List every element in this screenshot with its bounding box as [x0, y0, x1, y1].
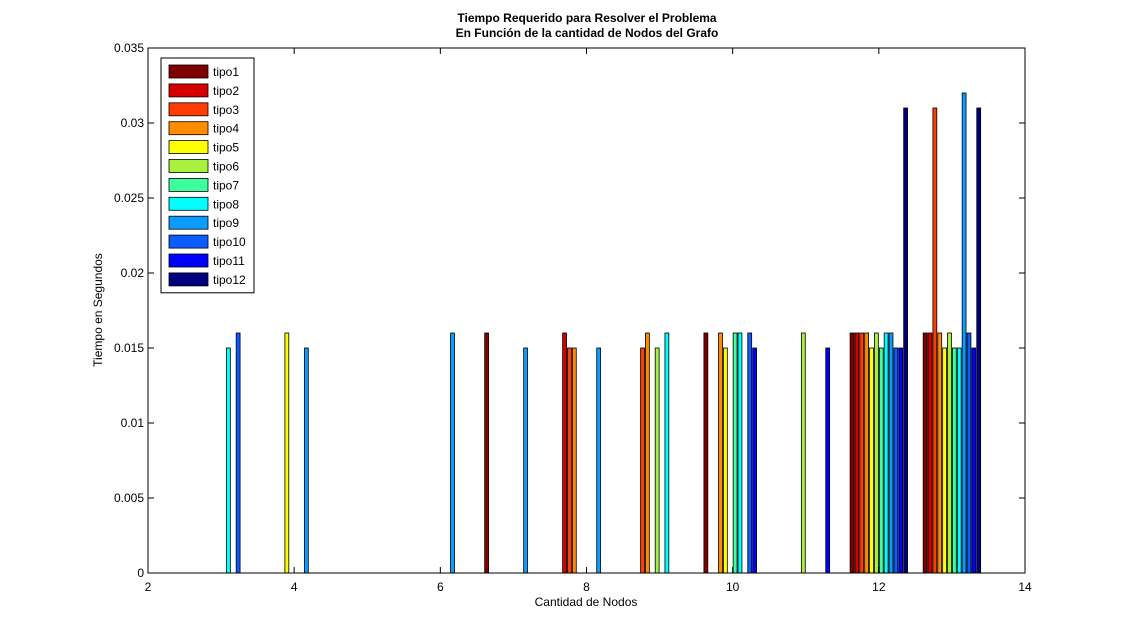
legend-swatch-tipo6 [168, 159, 209, 173]
x-tick-label: 14 [1018, 580, 1032, 594]
legend-swatch-tipo11 [168, 253, 209, 268]
y-tick-label: 0.015 [114, 341, 144, 355]
bar-tipo4-9 [645, 332, 650, 574]
bar-tipo4-10 [718, 332, 723, 574]
bar-tipo12-12 [903, 107, 908, 574]
bar-tipo4-13 [937, 332, 943, 574]
bar-tipo3-12 [859, 332, 865, 574]
y-tick-label: 0.02 [121, 266, 145, 280]
legend-swatch-tipo10 [168, 234, 209, 249]
y-tick-label: 0.03 [121, 116, 145, 130]
legend-label-tipo6: tipo6 [213, 160, 239, 174]
bar-tipo5-12 [869, 347, 874, 574]
legend-label-tipo9: tipo9 [213, 216, 239, 230]
bar-tipo5-4 [284, 332, 290, 574]
bar-tipo8-12 [883, 332, 889, 574]
legend-swatch-tipo12 [168, 272, 209, 287]
bar-tipo1-7 [484, 332, 489, 574]
legend-label-tipo5: tipo5 [213, 141, 239, 155]
bar-tipo8-10 [737, 332, 743, 574]
bar-tipo10-12 [893, 347, 899, 574]
bar-tipo6-13 [947, 332, 952, 574]
x-tick-label: 6 [437, 580, 444, 594]
bar-tipo7-12 [878, 347, 884, 574]
bar-tipo10-13 [966, 332, 972, 574]
y-tick-label: 0.01 [121, 416, 145, 430]
bar-tipo7-13 [952, 347, 957, 574]
y-tick-label: 0.025 [114, 191, 144, 205]
bar-tipo1-10 [703, 332, 709, 574]
bar-tipo9-8 [596, 347, 602, 574]
bar-tipo6-11 [800, 332, 806, 574]
legend-swatch-tipo1 [168, 64, 209, 79]
y-axis-label: Tiempo en Segundos [91, 253, 105, 367]
legend-swatch-tipo2 [168, 83, 209, 98]
legend-label-tipo4: tipo4 [213, 122, 239, 136]
ticks-layer: 2 4 6 8 10 12 14 0 0.005 0.01 0.015 0.02 0.025 0.03 0.… [114, 41, 1032, 594]
bar-tipo8-3 [226, 347, 231, 574]
legend: tipo1 tipo2 tipo3 tipo4 tipo5 tipo6 tipo7 tipo8… [160, 57, 255, 294]
bar-tipo11-11 [825, 347, 831, 574]
legend-label-tipo11: tipo11 [213, 254, 245, 268]
x-tick-label: 2 [145, 580, 152, 594]
bar-tipo9-4 [303, 347, 309, 574]
legend-label-tipo2: tipo2 [213, 84, 239, 98]
bar-tipo6-9 [654, 347, 660, 574]
legend-label-tipo7: tipo7 [213, 178, 239, 192]
x-tick-label: 8 [583, 580, 590, 594]
bar-tipo8-9 [664, 332, 670, 574]
legend-swatch-tipo7 [168, 177, 209, 192]
bar-tipo7-10 [732, 332, 738, 574]
bar-tipo2-13 [927, 332, 933, 574]
bar-tipo5-13 [942, 347, 947, 574]
bar-tipo2-12 [854, 332, 860, 574]
axes-box [147, 47, 1026, 574]
bar-tipo9-13 [961, 92, 967, 574]
bar-tipo11-13 [971, 347, 977, 574]
bar-tipo9-12 [888, 332, 894, 574]
legend-swatch-tipo5 [168, 140, 209, 155]
bar-tipo9-7 [523, 347, 528, 574]
chart-title: Tiempo Requerido para Resolver el Proble… [457, 11, 717, 25]
bar-tipo4-8 [571, 347, 577, 574]
bar-tipo10-10 [747, 332, 753, 574]
bar-tipo2-8 [562, 332, 567, 574]
x-axis-label: Cantidad de Nodos [535, 595, 638, 609]
bar-tipo11-10 [752, 347, 757, 574]
legend-swatch-tipo9 [168, 215, 209, 230]
bar-tipo6-12 [874, 332, 879, 574]
plot-area [148, 48, 1025, 573]
bar-tipo3-13 [932, 107, 938, 574]
legend-swatch-tipo3 [168, 102, 209, 117]
legend-swatch-tipo4 [168, 121, 209, 136]
bar-tipo5-10 [723, 347, 728, 574]
bars-layer [226, 92, 982, 574]
y-tick-label: 0 [137, 566, 144, 580]
legend-label-tipo8: tipo8 [213, 197, 239, 211]
bar-tipo1-13 [922, 332, 928, 574]
x-tick-label: 4 [291, 580, 298, 594]
chart-subtitle: En Función de la cantidad de Nodos del G… [456, 26, 719, 40]
bar-tipo4-12 [864, 332, 870, 574]
legend-label-tipo12: tipo12 [213, 273, 246, 287]
bar-tipo3-8 [567, 347, 572, 574]
y-tick-label: 0.035 [114, 41, 144, 55]
bar-tipo8-13 [956, 347, 962, 574]
bar-tipo9-6 [450, 332, 455, 574]
x-tick-label: 10 [726, 580, 740, 594]
bar-tipo3-9 [640, 347, 645, 574]
bar-tipo10-3 [235, 332, 241, 574]
legend-label-tipo3: tipo3 [213, 103, 239, 117]
legend-label-tipo10: tipo10 [213, 235, 246, 249]
y-tick-label: 0.005 [114, 491, 144, 505]
bar-tipo1-12 [849, 332, 855, 574]
bar-tipo12-13 [976, 107, 982, 574]
x-tick-label: 12 [872, 580, 886, 594]
legend-swatch-tipo8 [168, 196, 209, 211]
bar-tipo11-12 [898, 347, 904, 574]
legend-label-tipo1: tipo1 [213, 65, 239, 79]
